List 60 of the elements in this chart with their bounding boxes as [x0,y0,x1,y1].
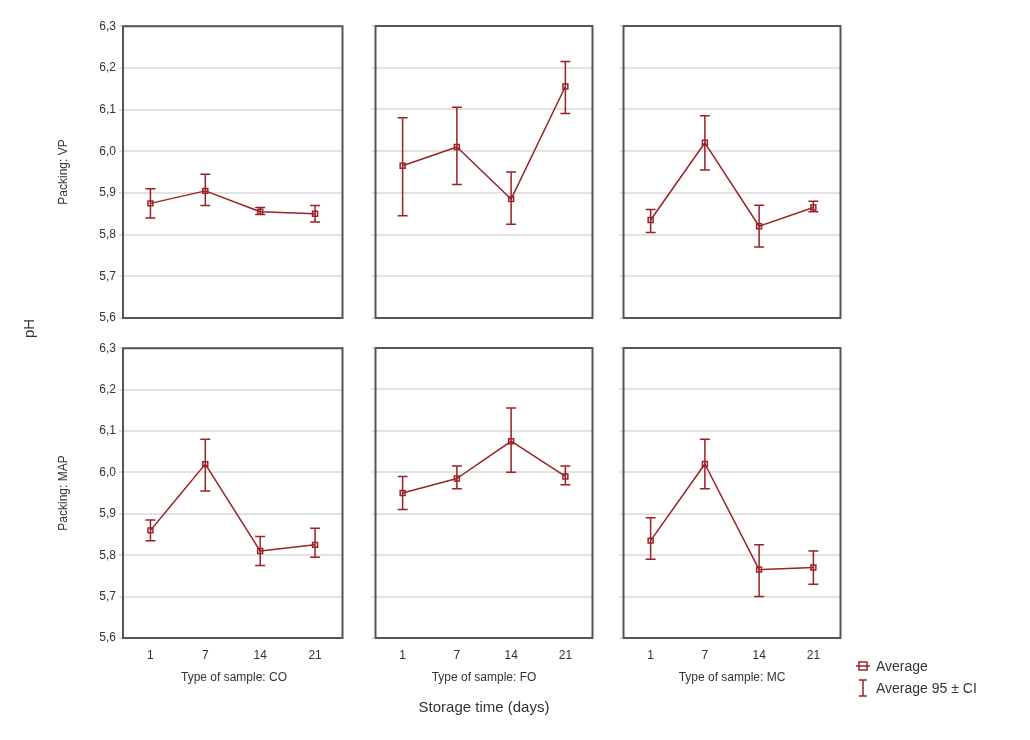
y-tick-label: 6,1 [99,101,117,116]
y-tick-label: 5,8 [99,226,117,241]
y-tick-label: 5,9 [99,185,117,200]
point [562,83,569,90]
y-axis-title: Packing: VP [56,138,70,207]
y-tick-label: 5,6 [99,310,117,325]
point [507,437,515,445]
x-tick-label: 1 [147,647,155,662]
x-tick-label: 7 [453,647,461,662]
point [755,566,763,573]
point [147,527,154,534]
point [453,475,461,482]
y-tick-label: 5,8 [99,547,117,562]
y-tick-label: 6,2 [99,381,117,396]
y-tick-label: 6,0 [99,143,117,158]
x-tick-label: 7 [701,647,709,662]
y-tick-label: 6,0 [99,464,117,479]
legend-label: Average [876,658,928,674]
x-tick-label: 14 [253,647,268,662]
point [147,200,154,207]
y-tick-label: 6,1 [99,423,117,438]
y-tick-label: 5,7 [99,268,117,283]
point [311,210,319,218]
x-tick-label: 14 [752,647,767,662]
point [562,473,569,480]
y-tick-label: 5,9 [99,506,117,521]
y-axis-title: Packing: MAP [56,454,70,533]
x-axis-title: Type of sample: MC [677,670,787,684]
x-axis-title: Type of sample: CO [179,670,288,684]
point [202,187,209,195]
x-tick-label: 7 [201,647,209,662]
text: pH [20,318,37,338]
x-axis-title: Type of sample: FO [430,670,538,684]
point [647,216,654,224]
point [399,489,406,497]
x-tick-label: 21 [806,647,821,662]
y-tick-label: 6,3 [99,340,117,355]
x-tick-label: 1 [399,647,407,662]
point [453,143,461,151]
x-tick-label: 21 [308,647,323,662]
point [647,537,654,544]
x-tick-label: 21 [558,647,573,662]
point [202,460,209,468]
point [810,564,817,571]
point [810,204,817,211]
point [399,162,406,169]
y-tick-label: 5,6 [99,630,117,645]
point [701,139,709,147]
point [701,460,709,468]
point [256,547,264,555]
point [507,195,515,203]
text: Average 95 ± CI [876,680,977,696]
y-tick-label: 6,2 [99,60,117,75]
y-tick-label: 6,3 [99,18,117,33]
point [311,541,319,549]
x-tick-label: 1 [647,647,655,662]
y-tick-label: 5,7 [99,588,117,603]
x-tick-label: 14 [504,647,519,662]
text: Storage time (days) [417,698,551,715]
point [755,223,763,230]
